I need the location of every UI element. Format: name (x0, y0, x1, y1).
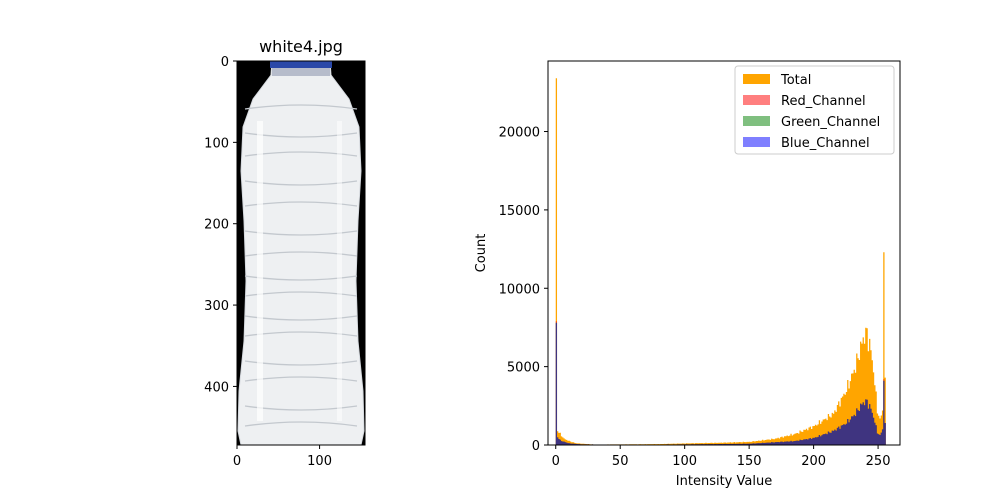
legend-swatch (743, 137, 770, 147)
image-axes: 0 100 0 100 200 300 400 (204, 55, 366, 469)
y-axis-label: Count (474, 234, 489, 273)
bottle (237, 60, 365, 446)
image-content (237, 60, 365, 446)
bottle-ridge (244, 405, 358, 411)
bottle-ridge (244, 251, 358, 257)
bottle-ridge (244, 201, 358, 207)
legend-label: Green_Channel (781, 115, 880, 130)
y-tick-label: 10000 (499, 282, 540, 297)
x-tick-label: 0 (552, 454, 560, 469)
bottle-ridge (244, 132, 358, 138)
series-blue-channel-area (555, 322, 886, 445)
y-tick-label: 400 (204, 380, 229, 395)
bottle-neck-ring (272, 68, 330, 76)
x-tick-label: 100 (307, 454, 332, 469)
plot-frame (547, 60, 901, 446)
y-tick-label: 0 (221, 55, 229, 70)
bottle-ridge (244, 151, 358, 157)
x-tick-label: 250 (866, 454, 891, 469)
bottle-ridge (244, 421, 358, 427)
legend-swatch (743, 95, 770, 105)
legend-label: Red_Channel (781, 94, 866, 109)
y-tick-label: 5000 (507, 361, 540, 376)
bottle-ridge (244, 291, 358, 297)
bottle-ridge (244, 275, 358, 281)
x-axis-label: Intensity Value (676, 474, 772, 489)
image-title: white4.jpg (259, 37, 343, 56)
bottle-ridge (244, 230, 358, 236)
legend-box (734, 65, 895, 155)
image-panel: white4.jpg 0 100 0 100 200 300 400 (204, 37, 366, 469)
legend: Total Red_Channel Green_Channel Blue_Channe… (734, 65, 895, 155)
bottle-cap (270, 61, 332, 68)
series-total-area (555, 78, 886, 445)
x-tick-label: 50 (612, 454, 629, 469)
legend-label: Blue_Channel (781, 136, 870, 151)
histogram-axes: 0 50 100 150 200 250 0 5000 10000 15000 20000 (499, 60, 901, 469)
y-tick-label: 300 (204, 299, 229, 314)
bottle-ridge (244, 104, 358, 110)
legend-swatch (743, 116, 770, 126)
y-tick-label: 15000 (499, 204, 540, 219)
y-tick-label: 200 (204, 218, 229, 233)
bottle-ridge (244, 376, 358, 382)
legend-swatch (743, 74, 770, 84)
histogram-panel: 0 50 100 150 200 250 0 5000 10000 15000 20000 Inte… (474, 60, 901, 489)
bottle-ridge (244, 360, 358, 366)
y-tick-label: 20000 (499, 126, 540, 141)
histogram-series (555, 78, 886, 445)
bottle-ridge (244, 331, 358, 337)
bottle-highlight (257, 121, 263, 421)
y-tick-label: 100 (204, 136, 229, 151)
y-tick-label: 0 (532, 439, 540, 454)
bottle-ridge (244, 315, 358, 321)
legend-label: Total (780, 73, 811, 88)
bottle-highlight (337, 121, 342, 421)
x-tick-label: 150 (737, 454, 762, 469)
x-tick-label: 0 (233, 454, 241, 469)
bottle-ridge (244, 180, 358, 186)
image-frame (236, 60, 366, 446)
x-tick-label: 200 (801, 454, 826, 469)
x-tick-label: 100 (672, 454, 697, 469)
